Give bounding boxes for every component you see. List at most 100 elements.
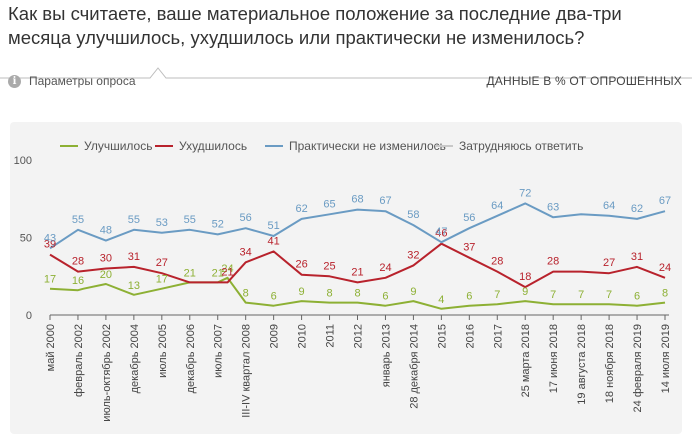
x-tick-label: декабрь 2006 (185, 324, 197, 393)
data-label: 46 (435, 228, 447, 240)
series-line-2 (49, 202, 666, 250)
y-tick-label: 50 (20, 233, 32, 245)
data-label: 17 (44, 274, 56, 286)
units-label: ДАННЫЕ В % ОТ ОПРОШЕННЫХ (486, 74, 682, 88)
data-label: 16 (72, 275, 84, 287)
x-tick-label: июль 2007 (213, 324, 225, 378)
survey-params-link[interactable]: i Параметры опроса (8, 74, 136, 88)
data-label: 21 (351, 266, 363, 278)
data-label: 6 (271, 291, 277, 303)
data-label: 55 (128, 214, 140, 226)
x-tick-label: февраль 2002 (73, 324, 85, 397)
data-label: 56 (463, 212, 475, 224)
x-tick-label: май 2000 (45, 324, 57, 371)
survey-params-label: Параметры опроса (29, 74, 136, 88)
data-label: 31 (631, 251, 643, 263)
page-title: Как вы считаете, ваше материальное полож… (8, 3, 622, 48)
legend-item-3[interactable]: Затрудняюсь ответить (435, 139, 583, 153)
data-label: 27 (603, 257, 615, 269)
x-tick-label: июль 2005 (157, 324, 169, 378)
x-tick-label: 2010 (297, 324, 309, 348)
x-tick-label: 18 ноября 2018 (604, 324, 616, 403)
data-label: 7 (606, 289, 612, 301)
series-line-1 (49, 242, 666, 289)
data-label: 9 (522, 286, 528, 298)
data-label: 51 (268, 220, 280, 232)
data-label: 6 (466, 291, 472, 303)
x-tick-label: декабрь 2004 (129, 324, 141, 393)
data-label: 7 (550, 289, 556, 301)
x-tick-label: III-IV квартал 2008 (241, 324, 253, 418)
data-label: 20 (100, 269, 112, 281)
x-tick-label: 2016 (464, 324, 476, 348)
x-tick-label: 2015 (436, 324, 448, 348)
data-label: 56 (240, 212, 252, 224)
legend-item-2[interactable]: Практически не изменилось (265, 139, 446, 153)
line-chart: Улучшилось Ухудшилось Практически не измен… (14, 139, 672, 422)
data-label: 25 (323, 260, 335, 272)
x-tick-label: 19 августа 2018 (576, 324, 588, 405)
data-label: 67 (379, 195, 391, 207)
data-label: 65 (323, 198, 335, 210)
data-label: 7 (494, 289, 500, 301)
data-label: 28 (491, 256, 503, 268)
data-label: 8 (354, 288, 360, 300)
x-tick-label: январь 2013 (380, 324, 392, 387)
data-label: 63 (547, 201, 559, 213)
legend-label: Ухудшилось (179, 139, 247, 153)
data-label: 24 (221, 263, 233, 275)
data-label: 72 (519, 187, 531, 199)
data-label: 8 (662, 288, 668, 300)
header-divider (0, 67, 692, 79)
legend-item-0[interactable]: Улучшилось (60, 139, 152, 153)
legend-item-1[interactable]: Ухудшилось (155, 139, 247, 153)
data-label: 31 (128, 251, 140, 263)
info-icon: i (8, 74, 21, 88)
x-tick-label: 14 июля 2019 (660, 324, 672, 393)
data-label: 55 (72, 214, 84, 226)
data-label: 9 (410, 286, 416, 298)
data-label: 48 (100, 225, 112, 237)
data-label: 21 (184, 267, 196, 279)
x-tick-label: 2012 (353, 324, 365, 348)
data-label: 53 (156, 217, 168, 229)
data-label: 68 (351, 194, 363, 206)
data-label: 30 (100, 253, 112, 265)
x-tick-label: 28 декабря 2014 (408, 324, 420, 409)
data-label: 55 (184, 214, 196, 226)
data-label: 43 (44, 232, 56, 244)
data-label: 62 (295, 203, 307, 215)
data-label: 13 (128, 280, 140, 292)
data-label: 9 (299, 286, 305, 298)
data-label: 6 (382, 291, 388, 303)
x-tick-label: 2011 (325, 324, 337, 348)
series-line-0 (49, 276, 666, 310)
data-label: 7 (578, 289, 584, 301)
legend-label: Улучшилось (84, 139, 152, 153)
data-label: 64 (491, 200, 503, 212)
data-label: 18 (519, 271, 531, 283)
data-label: 8 (326, 288, 332, 300)
data-label: 4 (438, 294, 444, 306)
x-tick-label: 2009 (269, 324, 281, 348)
data-label: 8 (243, 288, 249, 300)
data-label: 17 (156, 274, 168, 286)
data-label: 52 (212, 218, 224, 230)
data-label: 21 (212, 267, 224, 279)
x-tick-label: 25 марта 2018 (520, 324, 532, 397)
x-tick-label: 17 июня 2018 (548, 324, 560, 393)
data-label: 26 (295, 259, 307, 271)
data-label: 41 (268, 235, 280, 247)
data-label: 62 (631, 203, 643, 215)
y-tick-label: 100 (14, 155, 32, 167)
x-tick-label: 24 февраля 2019 (632, 324, 644, 412)
data-label: 34 (240, 246, 252, 258)
legend-label: Практически не изменилось (289, 139, 446, 153)
data-label: 24 (379, 262, 391, 274)
x-tick-label: 2017 (492, 324, 504, 348)
data-label: 47 (435, 226, 447, 238)
data-label: 28 (547, 256, 559, 268)
data-label: 67 (659, 195, 671, 207)
data-label: 24 (659, 262, 671, 274)
legend-label: Затрудняюсь ответить (459, 139, 583, 153)
